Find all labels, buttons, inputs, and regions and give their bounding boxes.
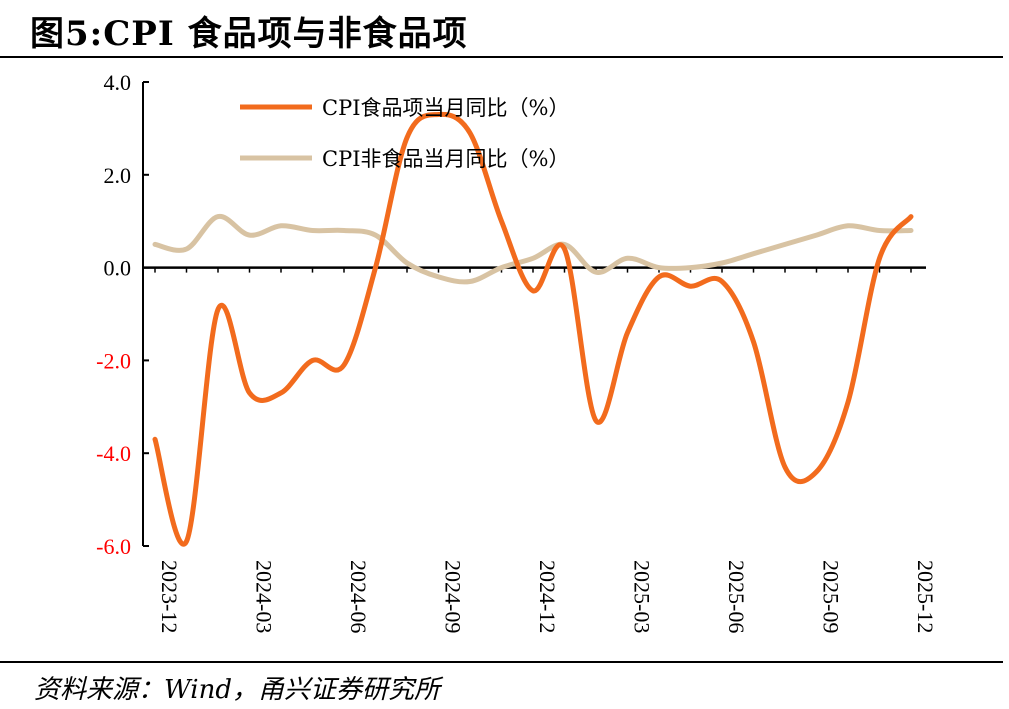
x-tick-label: 2025-06 [724, 560, 749, 633]
x-tick-label: 2024-06 [346, 560, 371, 633]
y-tick-label: 4.0 [104, 70, 132, 95]
x-tick-label: 2025-09 [819, 560, 844, 633]
x-tick-label: 2023-12 [157, 560, 182, 633]
series-line-food [152, 111, 914, 547]
y-tick-label: -6.0 [96, 534, 131, 559]
top-rule [0, 56, 1003, 58]
y-tick-label: -4.0 [96, 441, 131, 466]
chart-title: 图5:CPI 食品项与非食品项 [30, 14, 468, 54]
bottom-rule [0, 661, 1003, 663]
series-line-nonfood [152, 214, 914, 285]
x-tick-label: 2025-03 [630, 560, 655, 633]
x-tick-label: 2024-09 [441, 560, 466, 633]
y-tick-label: 2.0 [104, 163, 132, 188]
x-tick-label: 2024-12 [535, 560, 560, 633]
y-tick-label: 0.0 [104, 256, 132, 281]
x-tick-label: 2024-03 [252, 560, 277, 633]
source-note: 资料来源：Wind，甬兴证券研究所 [34, 675, 440, 705]
legend-item-nonfood-label: CPI非食品当月同比（%） [322, 147, 569, 171]
legend-item-food-label: CPI食品项当月同比（%） [322, 96, 569, 120]
y-tick-label: -2.0 [96, 348, 131, 373]
x-tick-label: 2025-12 [913, 560, 938, 633]
